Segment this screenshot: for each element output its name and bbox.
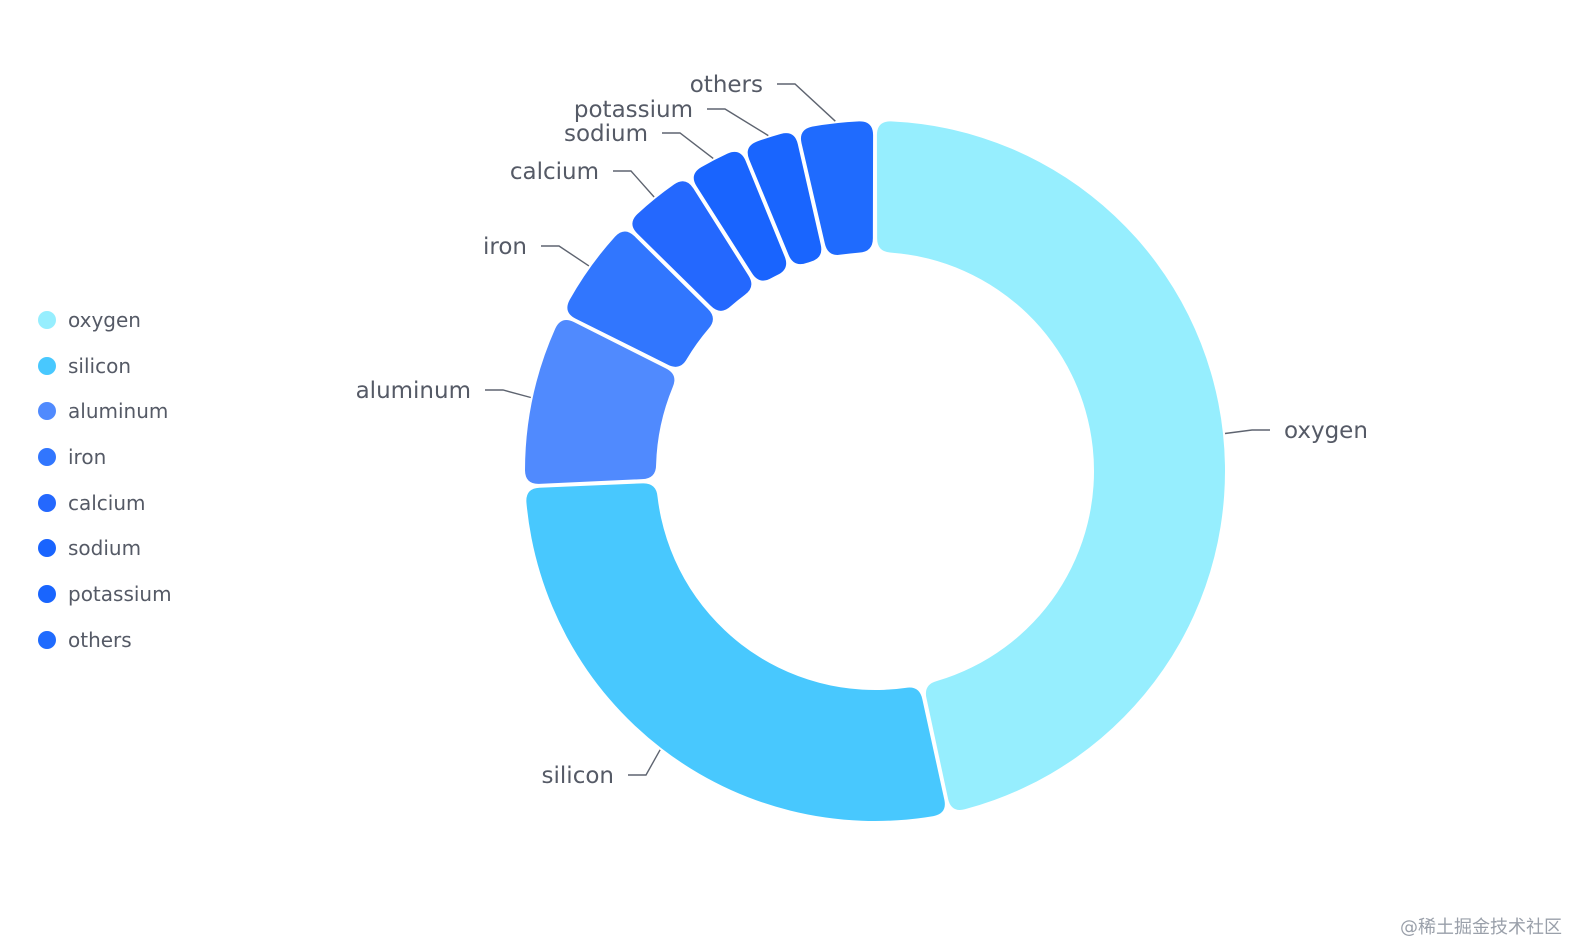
slice-label-iron: iron — [483, 234, 527, 260]
legend-marker-icon — [38, 356, 56, 375]
leader-line-potassium — [707, 108, 769, 137]
legend-item-others[interactable]: others — [38, 617, 172, 663]
slice-potassium[interactable] — [747, 133, 822, 265]
slice-label-potassium: potassium — [574, 97, 693, 123]
leader-line-sodium — [662, 132, 714, 159]
slice-sodium[interactable] — [693, 151, 787, 281]
legend-marker-icon — [38, 630, 56, 649]
legend-marker-icon — [38, 310, 56, 329]
legend-marker-icon — [38, 584, 56, 603]
leader-line-calcium — [613, 170, 655, 198]
watermark-text: @稀土掘金技术社区 — [1400, 917, 1562, 938]
legend-item-silicon[interactable]: silicon — [38, 343, 172, 389]
slice-label-others: others — [690, 72, 763, 98]
slice-aluminum[interactable] — [525, 320, 675, 484]
legend-label: sodium — [68, 536, 142, 561]
slice-label-oxygen: oxygen — [1284, 418, 1368, 444]
legend-label: potassium — [68, 581, 172, 606]
legend-item-aluminum[interactable]: aluminum — [38, 388, 172, 434]
leader-line-silicon — [628, 749, 661, 776]
legend: oxygen silicon aluminum iron calcium sodium po… — [38, 297, 172, 663]
slice-label-calcium: calcium — [510, 159, 599, 185]
legend-item-oxygen[interactable]: oxygen — [38, 297, 172, 343]
slice-oxygen[interactable] — [876, 121, 1226, 810]
slice-labels: oxygen silicon aluminum iron calcium sodiumpo… — [356, 72, 1368, 789]
legend-item-calcium[interactable]: calcium — [38, 480, 172, 526]
legend-item-potassium[interactable]: potassium — [38, 571, 172, 617]
slice-label-sodium: sodium — [564, 121, 648, 147]
slice-others[interactable] — [800, 121, 874, 255]
legend-item-iron[interactable]: iron — [38, 434, 172, 480]
slice-label-silicon: silicon — [542, 763, 614, 789]
legend-marker-icon — [38, 402, 56, 421]
legend-marker-icon — [38, 447, 56, 466]
leader-line-iron — [541, 245, 590, 267]
legend-label: oxygen — [68, 307, 141, 332]
slice-iron[interactable] — [567, 231, 713, 367]
leader-line-oxygen — [1224, 429, 1270, 435]
legend-label: others — [68, 627, 132, 652]
legend-marker-icon — [38, 493, 56, 512]
legend-label: silicon — [68, 353, 131, 378]
slice-silicon[interactable] — [526, 483, 945, 822]
leader-line-others — [777, 83, 836, 122]
legend-label: aluminum — [68, 399, 169, 424]
legend-label: iron — [68, 444, 107, 469]
slices — [525, 121, 1226, 822]
slice-label-aluminum: aluminum — [356, 378, 471, 404]
legend-item-sodium[interactable]: sodium — [38, 525, 172, 571]
legend-label: calcium — [68, 490, 146, 515]
legend-marker-icon — [38, 539, 56, 558]
leader-line-aluminum — [485, 389, 531, 399]
slice-calcium[interactable] — [632, 181, 752, 311]
